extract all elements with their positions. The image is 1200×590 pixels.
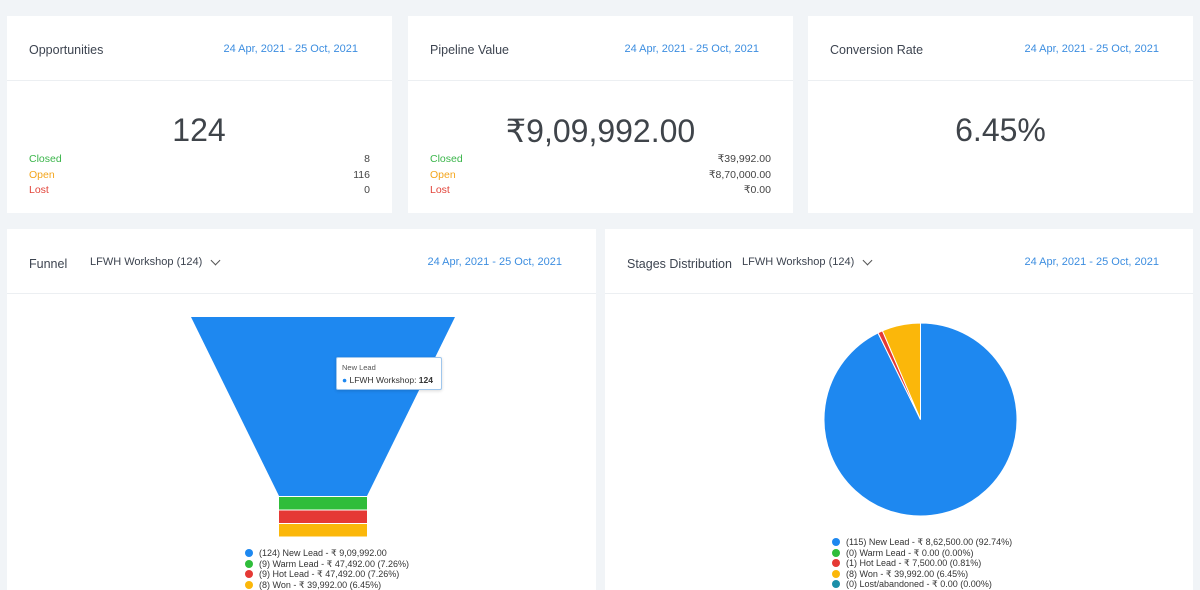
stages-distribution-card: Stages Distribution LFWH Workshop (124) … [605,229,1193,590]
funnel-pipeline-select-label: LFWH Workshop (124) [90,256,203,268]
legend-label: (9) Hot Lead - ₹ 47,492.00 (7.26%) [259,569,400,579]
funnel-legend: (124) New Lead - ₹ 9,09,992.00 (9) Warm L… [245,548,409,590]
conversion-date-range[interactable]: 24 Apr, 2021 - 25 Oct, 2021 [1024,43,1159,55]
pipeline-lost-row: Lost ₹0.00 [430,184,771,200]
legend-item[interactable]: (1) Hot Lead - ₹ 7,500.00 (0.81%) [832,558,1012,569]
open-label: Open [29,169,55,181]
funnel-segment-hot-lead[interactable] [279,510,367,524]
legend-item[interactable]: (9) Hot Lead - ₹ 47,492.00 (7.26%) [245,569,409,580]
lost-label: Lost [29,184,49,196]
legend-dot-icon [245,570,253,579]
stages-legend: (115) New Lead - ₹ 8,62,500.00 (92.74%)(… [832,537,1012,590]
legend-label: (8) Won - ₹ 39,992.00 (6.45%) [259,579,382,590]
legend-label: (124) New Lead - ₹ 9,09,992.00 [259,548,387,558]
legend-dot-icon [245,549,253,558]
tooltip-series: LFWH Workshop: [349,375,419,385]
funnel-segment-new-lead[interactable] [191,317,455,496]
legend-label: (115) New Lead - ₹ 8,62,500.00 (92.74%) [846,537,1013,547]
stages-title: Stages Distribution [627,257,732,271]
bullet-icon: ● [342,375,348,385]
opportunities-date-range[interactable]: 24 Apr, 2021 - 25 Oct, 2021 [223,43,358,55]
opportunities-lost-row: Lost 0 [29,184,370,200]
funnel-tooltip: New Lead ● LFWH Workshop: 124 [336,357,442,390]
legend-dot-icon [832,548,840,557]
tooltip-header: New Lead [342,363,376,372]
conversion-rate-value: 6.45% [955,112,1046,148]
conversion-title: Conversion Rate [830,43,924,57]
conversion-card-header: Conversion Rate 24 Apr, 2021 - 25 Oct, 2… [808,16,1193,81]
legend-dot-icon [832,559,840,568]
legend-dot-icon [245,580,253,589]
closed-label: Closed [29,153,62,165]
legend-dot-icon [245,559,253,568]
funnel-card: Funnel LFWH Workshop (124) 24 Apr, 2021 … [7,229,596,590]
stages-card-header: Stages Distribution LFWH Workshop (124) … [605,229,1193,294]
open-value: 116 [353,169,370,181]
legend-label: (8) Won - ₹ 39,992.00 (6.45%) [846,568,969,579]
opportunities-card-header: Opportunities 24 Apr, 2021 - 25 Oct, 202… [7,16,392,81]
stages-pipeline-select[interactable]: LFWH Workshop (124) [742,255,873,268]
legend-item[interactable]: (0) Lost/abandoned - ₹ 0.00 (0.00%) [832,579,1012,590]
opportunities-title: Opportunities [29,43,104,57]
legend-item[interactable]: (115) New Lead - ₹ 8,62,500.00 (92.74%) [832,537,1012,548]
opportunities-count: 124 [172,112,226,148]
legend-item[interactable]: (8) Won - ₹ 39,992.00 (6.45%) [245,580,409,590]
legend-label: (9) Warm Lead - ₹ 47,492.00 (7.26%) [259,558,409,569]
opportunities-closed-row: Closed 8 [29,153,370,169]
stages-pipeline-select-label: LFWH Workshop (124) [742,256,855,268]
funnel-title: Funnel [29,257,68,271]
tooltip-value: 124 [418,375,433,385]
open-value: ₹8,70,000.00 [708,169,771,181]
funnel-card-header: Funnel LFWH Workshop (124) 24 Apr, 2021 … [7,229,596,294]
tooltip-body: ● LFWH Workshop: 124 [342,375,436,385]
legend-dot-icon [832,538,840,547]
lost-value: ₹0.00 [743,184,771,196]
funnel-chart [191,317,455,537]
legend-item[interactable]: (124) New Lead - ₹ 9,09,992.00 [245,548,409,559]
closed-label: Closed [430,153,463,165]
pipeline-open-row: Open ₹8,70,000.00 [430,169,771,185]
conversion-rate-card: Conversion Rate 24 Apr, 2021 - 25 Oct, 2… [808,16,1193,213]
pipeline-value-card: Pipeline Value 24 Apr, 2021 - 25 Oct, 20… [408,16,793,213]
closed-value: ₹39,992.00 [717,153,771,165]
legend-item[interactable]: (9) Warm Lead - ₹ 47,492.00 (7.26%) [245,559,409,570]
legend-dot-icon [832,580,840,589]
legend-item[interactable]: (0) Warm Lead - ₹ 0.00 (0.00%) [832,548,1012,559]
closed-value: 8 [364,153,370,165]
open-label: Open [430,169,456,181]
opportunities-card: Opportunities 24 Apr, 2021 - 25 Oct, 202… [7,16,392,213]
stages-pie-chart [823,322,1018,517]
opportunities-open-row: Open 116 [29,169,370,185]
funnel-date-range[interactable]: 24 Apr, 2021 - 25 Oct, 2021 [427,256,562,268]
pie-slice-won[interactable] [881,322,921,420]
legend-label: (1) Hot Lead - ₹ 7,500.00 (0.81%) [846,558,982,568]
funnel-segment-won[interactable] [279,524,367,537]
legend-dot-icon [832,569,840,578]
pipeline-date-range[interactable]: 24 Apr, 2021 - 25 Oct, 2021 [624,43,759,55]
legend-label: (0) Lost/abandoned - ₹ 0.00 (0.00%) [846,579,992,589]
legend-item[interactable]: (8) Won - ₹ 39,992.00 (6.45%) [832,569,1012,580]
stages-date-range[interactable]: 24 Apr, 2021 - 25 Oct, 2021 [1024,256,1159,268]
legend-label: (0) Warm Lead - ₹ 0.00 (0.00%) [846,547,974,558]
lost-label: Lost [430,184,450,196]
funnel-pipeline-select[interactable]: LFWH Workshop (124) [90,255,221,268]
lost-value: 0 [364,184,370,196]
pipeline-total: ₹9,09,992.00 [505,113,696,149]
pipeline-card-header: Pipeline Value 24 Apr, 2021 - 25 Oct, 20… [408,16,793,81]
pipeline-title: Pipeline Value [430,43,509,57]
pipeline-closed-row: Closed ₹39,992.00 [430,153,771,169]
funnel-segment-warm-lead[interactable] [279,497,367,510]
